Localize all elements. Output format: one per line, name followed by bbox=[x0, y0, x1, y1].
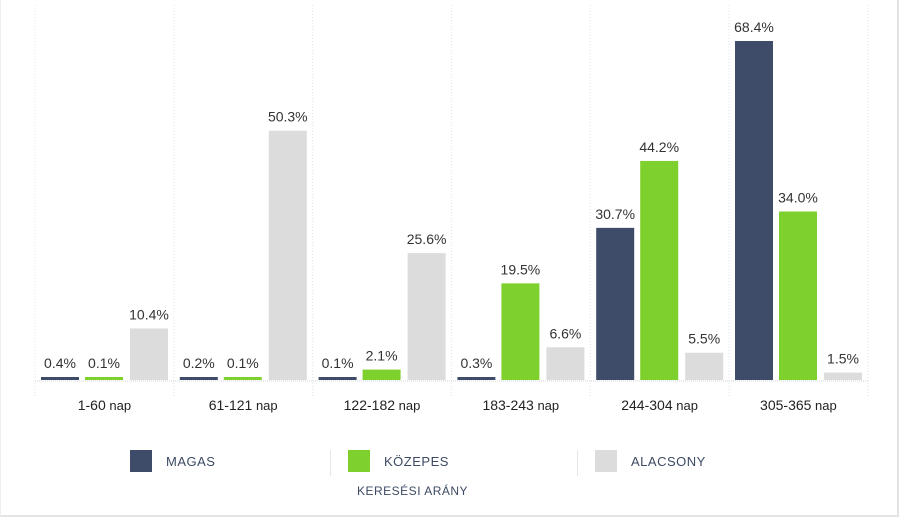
data-label: 34.0% bbox=[778, 189, 818, 205]
bar-magas bbox=[41, 377, 79, 380]
data-label: 0.1% bbox=[88, 355, 120, 371]
legend-swatch-alacsony bbox=[595, 450, 617, 472]
data-label: 0.4% bbox=[44, 355, 76, 371]
bar-magas bbox=[179, 377, 218, 380]
bar-chart: 0.4% 0.1% 10.4% 1-60 nap 0.2% 0.1% 50.3% 61-121… bbox=[34, 5, 869, 413]
bar-közepes bbox=[362, 369, 401, 380]
data-label: 19.5% bbox=[501, 261, 541, 277]
bar-közepes bbox=[85, 377, 123, 380]
data-label: 1.5% bbox=[827, 351, 859, 367]
bar-közepes bbox=[223, 377, 262, 380]
bar-alacsony bbox=[824, 372, 862, 380]
bar-magas bbox=[596, 227, 635, 380]
bar-alacsony bbox=[268, 130, 307, 380]
data-label: 50.3% bbox=[268, 109, 308, 125]
legend-divider bbox=[577, 450, 578, 476]
data-label: 6.6% bbox=[549, 325, 581, 341]
bar-alacsony bbox=[407, 253, 446, 380]
data-label: 10.4% bbox=[129, 306, 169, 322]
data-label: 0.1% bbox=[322, 355, 354, 371]
legend-item-alacsony[interactable]: ALACSONY bbox=[595, 450, 706, 472]
bar-magas bbox=[318, 377, 357, 380]
x-tick-label: 244-304 nap bbox=[621, 397, 698, 413]
data-label: 25.6% bbox=[407, 231, 447, 247]
x-tick-label: 183-243 nap bbox=[482, 397, 559, 413]
data-label: 0.3% bbox=[460, 355, 492, 371]
bar-magas bbox=[735, 41, 773, 380]
legend-label-alacsony: ALACSONY bbox=[631, 453, 706, 469]
x-tick-label: 61-121 nap bbox=[209, 397, 278, 413]
legend-divider bbox=[330, 450, 331, 476]
x-tick-label: 305-365 nap bbox=[760, 397, 837, 413]
legend-item-magas[interactable]: MAGAS bbox=[130, 450, 215, 472]
legend-swatch-kozepes bbox=[348, 450, 370, 472]
data-label: 68.4% bbox=[734, 19, 774, 35]
legend-label-magas: MAGAS bbox=[166, 453, 216, 469]
data-label: 0.2% bbox=[183, 355, 215, 371]
bar-magas bbox=[457, 377, 496, 380]
bar-alacsony bbox=[130, 328, 168, 380]
bar-alacsony bbox=[546, 347, 585, 380]
bar-közepes bbox=[640, 160, 679, 380]
data-label: 5.5% bbox=[688, 331, 720, 347]
bar-közepes bbox=[779, 211, 817, 380]
x-tick-label: 1-60 nap bbox=[78, 397, 131, 413]
bar-közepes bbox=[501, 283, 540, 380]
legend-label-kozepes: KÖZEPES bbox=[384, 453, 449, 469]
bar-alacsony bbox=[685, 352, 724, 380]
data-label: 44.2% bbox=[639, 139, 679, 155]
data-label: 30.7% bbox=[595, 206, 635, 222]
x-tick-label: 122-182 nap bbox=[344, 397, 421, 413]
legend-swatch-magas bbox=[130, 450, 152, 472]
chart-title: KERESÉSI ARÁNY bbox=[357, 484, 469, 498]
data-label: 2.1% bbox=[366, 348, 398, 364]
legend-item-kozepes[interactable]: KÖZEPES bbox=[348, 450, 449, 472]
data-label: 0.1% bbox=[227, 355, 259, 371]
